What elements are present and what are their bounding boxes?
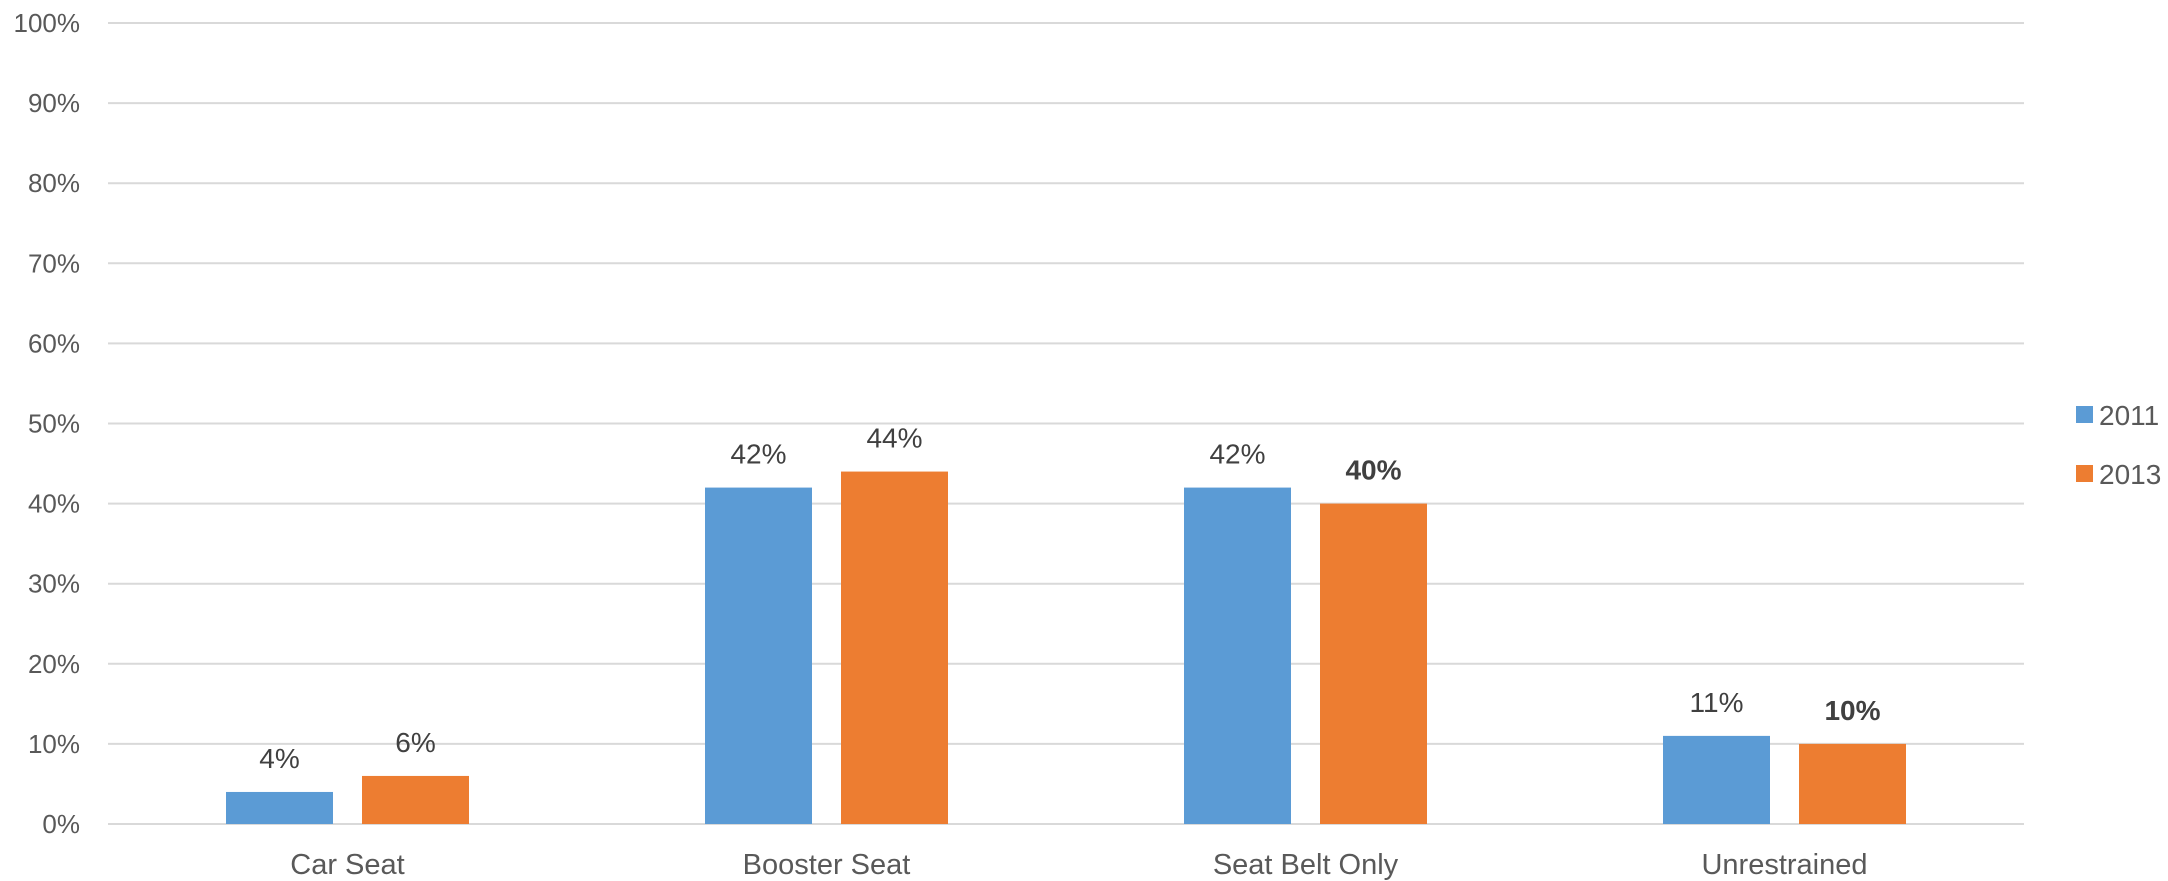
bars: [226, 471, 1906, 824]
data-label: 42%: [1209, 439, 1265, 470]
x-category-label: Seat Belt Only: [1213, 849, 1399, 881]
gridlines: [108, 22, 2024, 825]
data-label: 40%: [1345, 455, 1401, 486]
bar-2013-car-seat: [362, 775, 469, 824]
bar-2011-unrestrained: [1663, 735, 1770, 824]
legend-swatch: [2076, 465, 2093, 482]
y-tick-label: 80%: [28, 168, 80, 198]
y-tick-label: 10%: [28, 729, 80, 759]
y-axis-ticks: 0% 10% 20% 30% 40% 50% 60% 70% 80% 90% 100%: [14, 8, 81, 839]
data-labels: 4% 6% 42% 44% 42% 40% 11% 10%: [259, 423, 1880, 774]
y-tick-label: 50%: [28, 409, 80, 439]
data-label: 11%: [1690, 687, 1744, 718]
y-tick-label: 60%: [28, 328, 80, 358]
bar-2011-seat-belt-only: [1184, 487, 1291, 824]
data-label: 6%: [395, 727, 435, 758]
y-tick-label: 20%: [28, 649, 80, 679]
data-label: 4%: [259, 743, 299, 774]
bar-2011-car-seat: [226, 791, 333, 824]
y-tick-label: 100%: [14, 8, 81, 38]
y-tick-label: 70%: [28, 248, 80, 278]
data-label: 44%: [866, 423, 922, 454]
y-tick-label: 0%: [42, 809, 80, 839]
x-category-label: Booster Seat: [743, 849, 911, 881]
bar-2011-booster-seat: [705, 487, 812, 824]
data-label: 42%: [730, 439, 786, 470]
legend: 2011 2013: [2076, 400, 2161, 490]
x-category-label: Unrestrained: [1701, 849, 1867, 881]
y-tick-label: 40%: [28, 489, 80, 519]
bar-2013-seat-belt-only: [1320, 503, 1427, 824]
legend-swatch: [2076, 406, 2093, 423]
legend-label: 2011: [2099, 400, 2159, 431]
data-label: 10%: [1824, 695, 1880, 726]
x-axis-categories: Car Seat Booster Seat Seat Belt Only Unrest…: [290, 849, 1867, 881]
bar-2013-booster-seat: [841, 471, 948, 824]
bar-2013-unrestrained: [1799, 743, 1906, 824]
x-category-label: Car Seat: [290, 849, 404, 881]
y-tick-label: 30%: [28, 569, 80, 599]
legend-label: 2013: [2099, 459, 2161, 490]
y-tick-label: 90%: [28, 88, 80, 118]
